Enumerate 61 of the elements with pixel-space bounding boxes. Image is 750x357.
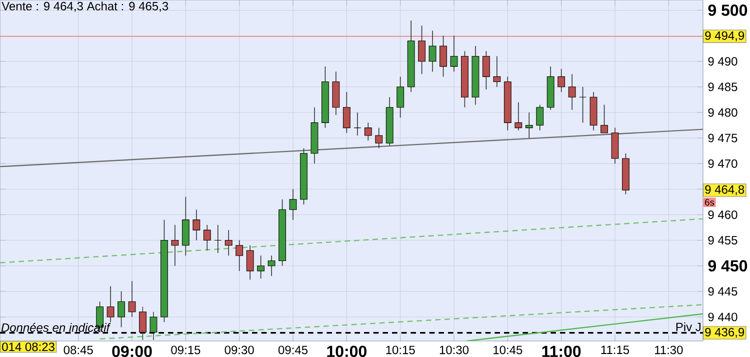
candlestick: [364, 122, 372, 141]
candlestick: [342, 92, 350, 134]
y-tick-label: 9 490: [708, 57, 738, 66]
candlestick: [418, 25, 426, 75]
y-tick-label: 9 460: [708, 210, 738, 219]
candlestick: [128, 280, 136, 318]
candlestick: [514, 102, 522, 131]
x-tick-label: 11:15: [601, 346, 630, 354]
candlestick: [171, 224, 179, 266]
candlestick: [428, 30, 436, 72]
x-tick-label: 09:15: [171, 346, 200, 354]
ref-line-label: 9 436,9: [705, 328, 744, 338]
candlestick: [600, 104, 608, 134]
text: 6s: [705, 199, 714, 206]
x-tick-label: 10:30: [440, 346, 469, 354]
x-tick-label: 09:45: [278, 346, 308, 354]
x-tick-label: 11:00: [542, 346, 581, 357]
candlestick: [268, 255, 276, 276]
x-tick-label: 10:45: [494, 346, 522, 354]
candlestick: [289, 188, 297, 220]
x-tick-label: 09:00: [112, 346, 152, 357]
candlestick: [106, 286, 114, 322]
candlestick: [257, 255, 265, 280]
text: 9 464,8: [705, 185, 744, 196]
chart-title: Vente : 9 464,3 Achat : 9 465,3: [2, 2, 168, 12]
text: 014 08:23: [2, 342, 54, 352]
candlestick: [493, 56, 501, 88]
y-tick-label: 9 475: [708, 134, 738, 142]
x-tick-label: 09:30: [224, 346, 254, 354]
candlestick: [354, 112, 362, 136]
candlestick: [192, 209, 200, 241]
candlestick: [118, 290, 125, 328]
candlestick: [203, 224, 211, 251]
candlestick: [525, 112, 533, 138]
candlestick: [224, 230, 232, 256]
candlestick: [450, 35, 458, 72]
candlestick: [214, 224, 222, 254]
candlestick: [375, 127, 383, 149]
ref-line-label: 9 494,9: [705, 31, 744, 42]
candlestick: [568, 74, 576, 110]
x-tick-label: 10:15: [386, 346, 415, 354]
x-tick-label: 10:00: [327, 346, 366, 357]
candlestick: [440, 35, 447, 78]
candlestick: [396, 76, 404, 118]
y-tick-label: 9 440: [708, 312, 738, 322]
candlestick: [246, 244, 254, 280]
candlestick: [558, 68, 566, 92]
candlestick: [236, 240, 244, 272]
candlestick: [482, 50, 490, 90]
y-tick-label: 9 470: [708, 159, 738, 168]
y-tick-label: 9 445: [708, 287, 738, 296]
candlestick: [579, 86, 586, 124]
y-tick-label: 9 485: [708, 82, 738, 92]
annotation: Piv J: [676, 322, 700, 332]
x-tick-label: 11:30: [655, 346, 683, 354]
y-tick-label: 9 500: [708, 4, 748, 16]
x-tick-label: 08:45: [64, 346, 93, 354]
y-tick-label: 9 455: [708, 236, 738, 245]
y-tick-label: 9 450: [708, 260, 748, 272]
candlestick: [536, 104, 544, 131]
y-tick-label: 9 480: [708, 108, 738, 117]
